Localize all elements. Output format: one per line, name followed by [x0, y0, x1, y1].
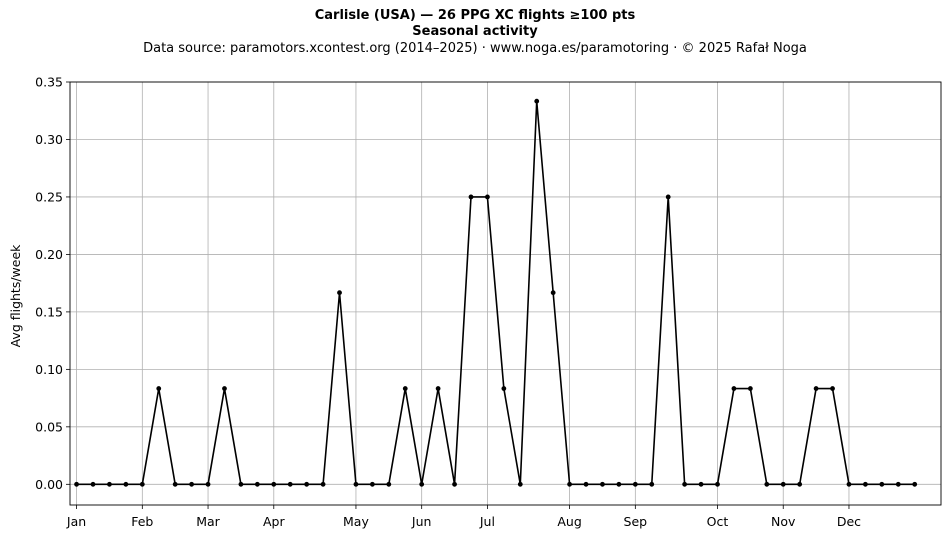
data-point — [238, 481, 244, 487]
data-point — [846, 481, 852, 487]
data-point — [435, 386, 441, 391]
series-layer — [74, 98, 918, 487]
x-tick-label: Nov — [771, 514, 796, 529]
data-point — [797, 481, 803, 487]
data-point — [534, 98, 540, 104]
data-point — [550, 290, 556, 296]
data-point — [665, 194, 671, 200]
data-point — [468, 194, 474, 200]
data-point — [698, 481, 704, 487]
data-point — [172, 481, 178, 487]
y-tick-label: 0.20 — [35, 247, 63, 262]
series-line — [76, 100, 915, 486]
data-point — [485, 194, 490, 200]
data-point — [222, 386, 227, 391]
data-point — [813, 386, 819, 391]
chart-subtitle: Seasonal activity — [412, 24, 538, 39]
y-tick-label: 0.10 — [35, 362, 63, 377]
data-point — [747, 386, 753, 391]
chart-title: Carlisle (USA) — 26 PPG XC flights ≥100 … — [314, 8, 636, 23]
data-point — [254, 481, 260, 487]
data-point — [583, 481, 589, 487]
data-point — [764, 481, 770, 487]
grid-lines — [70, 81, 941, 505]
x-tick-label: Jan — [66, 514, 86, 529]
data-point — [320, 481, 326, 487]
data-point — [156, 386, 162, 391]
axes-layer: Jan Feb Mar Apr May Jun Jul Aug Sep Oct Nov Dec 0.00… — [35, 75, 942, 529]
data-point — [304, 481, 310, 487]
data-point — [402, 386, 408, 391]
data-point — [830, 386, 835, 391]
data-point — [780, 481, 786, 487]
y-tick-label: 0.35 — [35, 75, 63, 90]
data-point — [74, 481, 79, 487]
data-point — [912, 481, 918, 487]
y-axis-label: Avg flights/week — [8, 244, 23, 348]
data-point — [649, 481, 655, 487]
data-point — [879, 481, 885, 487]
chart-source-note: Data source: paramotors.xcontest.org (20… — [143, 41, 807, 56]
data-point — [90, 481, 96, 487]
data-point — [517, 481, 523, 487]
data-point — [287, 481, 293, 487]
data-point — [205, 481, 211, 487]
data-point — [567, 481, 572, 487]
chart-title-block: Carlisle (USA) — 26 PPG XC flights ≥100 … — [0, 8, 950, 58]
data-point — [139, 481, 145, 487]
data-point — [616, 481, 622, 487]
data-point — [271, 481, 277, 487]
x-tick-label: Feb — [131, 514, 153, 529]
data-point — [682, 481, 688, 487]
data-point — [731, 386, 737, 391]
y-tick-label: 0.25 — [35, 189, 63, 204]
data-point — [632, 481, 638, 487]
data-point — [715, 481, 720, 487]
x-tick-label: Jun — [411, 514, 432, 529]
x-tick-label: Jul — [479, 514, 495, 529]
data-point — [863, 481, 868, 487]
x-tick-label: Mar — [196, 514, 220, 529]
plot-frame — [69, 81, 942, 506]
x-tick-label: Aug — [557, 514, 581, 529]
x-tick-label: Sep — [624, 514, 648, 529]
y-tick-label: 0.05 — [35, 419, 63, 434]
data-point — [337, 290, 342, 296]
data-point — [501, 386, 507, 391]
data-point — [419, 481, 425, 487]
data-point — [369, 481, 375, 487]
data-point — [895, 481, 901, 487]
data-point — [600, 481, 605, 487]
data-point — [386, 481, 392, 487]
data-point — [452, 481, 457, 487]
data-point — [353, 481, 359, 487]
data-point — [189, 481, 195, 487]
y-tick-label: 0.15 — [35, 304, 63, 319]
y-tick-label: 0.00 — [35, 477, 63, 492]
y-tick-label: 0.30 — [35, 132, 63, 147]
data-point — [123, 481, 129, 487]
x-tick-label: Apr — [263, 514, 285, 529]
data-point — [107, 481, 112, 487]
x-tick-label: Dec — [837, 514, 861, 529]
x-tick-label: May — [343, 514, 369, 529]
x-tick-label: Oct — [707, 514, 729, 529]
